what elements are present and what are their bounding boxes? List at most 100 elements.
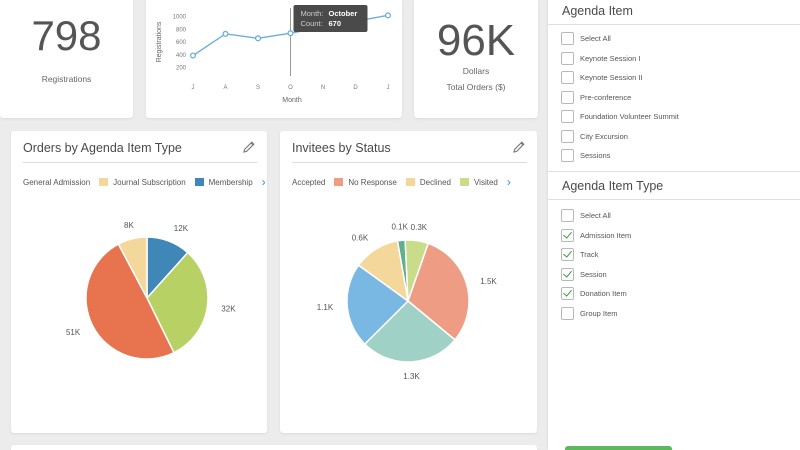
- checkbox-row[interactable]: Select All: [561, 32, 611, 45]
- x-tick-label: A: [223, 85, 227, 91]
- data-point: [287, 30, 294, 37]
- checkbox[interactable]: [561, 32, 574, 45]
- swatch: [334, 178, 344, 186]
- checkbox-checked[interactable]: [561, 248, 574, 261]
- x-tick-label: J: [387, 85, 390, 91]
- legend-item[interactable]: Journal Subscription: [99, 178, 186, 187]
- checkbox[interactable]: [561, 51, 574, 65]
- checkbox[interactable]: [561, 71, 574, 84]
- checkbox[interactable]: [561, 90, 574, 104]
- divider: [548, 171, 800, 172]
- divider: [548, 199, 800, 200]
- legend-next-arrow-icon[interactable]: ›: [261, 175, 266, 189]
- checkbox[interactable]: [561, 306, 574, 320]
- y-tick-label: 1000: [173, 15, 187, 21]
- pencil-icon[interactable]: [241, 139, 257, 155]
- checkbox-label: City Excursion: [580, 131, 628, 141]
- x-tick-label: S: [256, 85, 260, 91]
- checkbox-checked[interactable]: [561, 267, 574, 281]
- checkbox-label: Session: [580, 269, 607, 279]
- pie-slice[interactable]: [407, 242, 470, 341]
- checkbox-checked[interactable]: [561, 228, 574, 242]
- data-point: [222, 30, 229, 37]
- checkbox-row[interactable]: Keynote Session I: [561, 51, 640, 65]
- checkbox-row[interactable]: Sessions: [561, 149, 610, 162]
- data-point: [254, 35, 262, 42]
- pencil-icon[interactable]: [511, 139, 527, 155]
- pie-slice[interactable]: [357, 240, 410, 303]
- checkbox-label: Track: [580, 250, 599, 259]
- pie-data-label: 1.1K: [317, 303, 334, 312]
- checkbox-row[interactable]: Pre-conference: [561, 90, 631, 104]
- tooltip-month-key: Month:: [301, 9, 324, 18]
- checkbox[interactable]: [561, 209, 574, 222]
- tooltip-count-key: Count:: [301, 19, 323, 28]
- checkbox-row[interactable]: Group Item: [561, 306, 618, 320]
- pie-slice[interactable]: [363, 299, 457, 363]
- legend-next-arrow-icon[interactable]: ›: [506, 175, 511, 189]
- checkbox-row[interactable]: Foundation Volunteer Summit: [561, 110, 679, 123]
- invitees-by-status-card: Invitees by Status Accepted No Response …: [280, 131, 537, 433]
- pie-data-label: 0.3K: [411, 223, 428, 232]
- checkbox-label: Select All: [580, 211, 611, 220]
- tooltip-month-value: October: [329, 9, 358, 18]
- y-tick-label: 200: [176, 66, 187, 72]
- y-tick-label: 600: [176, 40, 187, 46]
- section-title-agenda-item-type: Agenda Item Type: [562, 179, 664, 193]
- orders-pie-chart: 12K 32K 51K 8K: [66, 221, 236, 360]
- checkbox[interactable]: [561, 129, 574, 143]
- apply-button[interactable]: [565, 446, 672, 450]
- legend-item[interactable]: General Admission: [23, 177, 91, 187]
- y-tick-label: 400: [176, 53, 187, 59]
- pie-data-label: 0.6K: [352, 233, 369, 242]
- checkbox-row[interactable]: Select All: [561, 209, 611, 222]
- checkbox-row[interactable]: Track: [561, 248, 598, 261]
- total-orders-card: 96K Dollars Total Orders ($): [414, 0, 538, 118]
- y-axis-label: Registrations: [156, 21, 163, 62]
- checkbox[interactable]: [561, 110, 574, 123]
- pie-data-label: 8K: [124, 221, 134, 230]
- legend-item[interactable]: Accepted: [292, 177, 326, 187]
- pie-data-label: 0.1K: [391, 223, 408, 232]
- checkbox-label: Select All: [580, 34, 611, 43]
- invitees-pie-chart: 0.1K 0.3K 1.5K 1.3K 1.1K 0.6K: [317, 223, 498, 381]
- checkbox-label: Admission Item: [580, 230, 632, 240]
- registrations-card: 798 Registrations: [0, 0, 133, 118]
- divider: [548, 24, 800, 25]
- x-tick-label: D: [353, 85, 358, 91]
- legend-item[interactable]: No Response: [334, 178, 397, 187]
- legend-item[interactable]: Visited: [459, 178, 498, 187]
- registrations-line-chart: Registrations 1000 800 600 400 200 J A S O N D J Mont…: [156, 5, 392, 104]
- checkbox-row[interactable]: City Excursion: [561, 129, 628, 143]
- checkbox-label: Foundation Volunteer Summit: [580, 112, 679, 121]
- checkbox-checked[interactable]: [561, 287, 574, 300]
- pie-slice[interactable]: [346, 264, 410, 346]
- pie-data-label: 32K: [221, 304, 236, 313]
- total-orders-label: Total Orders ($): [446, 82, 506, 92]
- checkbox-row[interactable]: Donation Item: [561, 287, 627, 300]
- checkbox[interactable]: [561, 149, 574, 162]
- checkbox-row[interactable]: Admission Item: [561, 228, 632, 242]
- pie-slice[interactable]: [85, 243, 175, 360]
- registrations-value: 798: [31, 12, 102, 59]
- checkbox-label: Donation Item: [580, 289, 627, 298]
- x-tick-label: J: [192, 85, 195, 91]
- legend: Accepted No Response Declined Visited ›: [292, 175, 511, 189]
- registrations-line-card: Registrations 1000 800 600 400 200 J A S O N D J Mont…: [146, 0, 402, 118]
- data-point: [384, 12, 392, 19]
- card-title: Invitees by Status: [292, 141, 391, 155]
- legend-item[interactable]: Declined: [405, 178, 451, 187]
- checkbox-row[interactable]: Keynote Session II: [561, 71, 643, 84]
- swatch: [405, 178, 415, 186]
- swatch: [459, 178, 469, 186]
- divider: [23, 162, 257, 163]
- pie-slice[interactable]: [117, 236, 148, 299]
- checkbox-label: Sessions: [580, 151, 611, 160]
- checkbox-row[interactable]: Session: [561, 267, 607, 281]
- legend-item[interactable]: Membership: [194, 178, 253, 187]
- tooltip: [293, 5, 368, 32]
- registrations-label: Registrations: [41, 74, 92, 84]
- card-title: Orders by Agenda Item Type: [23, 141, 182, 155]
- tooltip-count-value: 670: [329, 19, 342, 28]
- divider: [292, 162, 527, 163]
